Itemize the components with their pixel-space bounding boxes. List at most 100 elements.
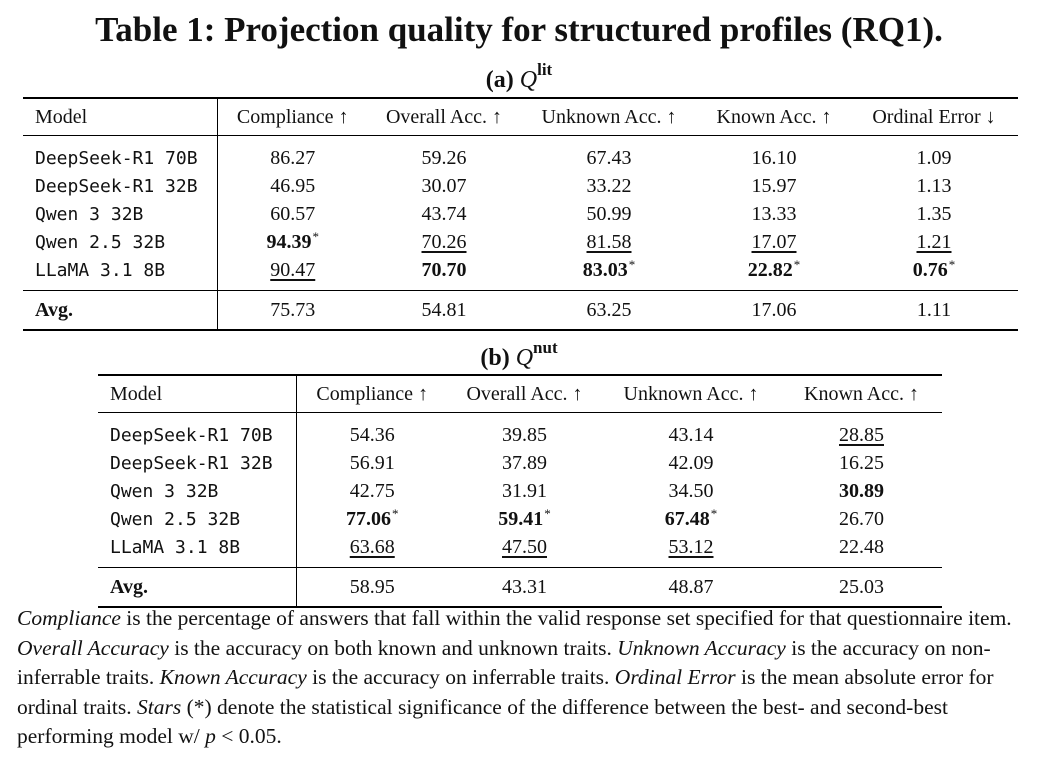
header-row: Model Compliance ↑ Overall Acc. ↑ Unknown A… xyxy=(23,97,1018,136)
table-row: DeepSeek-R1 70B 86.27 59.26 67.43 16.10 1.09 xyxy=(23,135,1018,173)
average-value: 48.87 xyxy=(601,567,781,608)
value-cell: 30.89 xyxy=(781,477,942,505)
average-row: Avg. 75.73 54.81 63.25 17.06 1.11 xyxy=(23,290,1018,331)
footnote-term: Stars xyxy=(137,694,182,719)
value-cell: 34.50 xyxy=(601,477,781,505)
value-cell: 33.22 xyxy=(520,172,698,200)
value-text: 70.70 xyxy=(421,258,467,281)
value-cell: 1.09 xyxy=(850,136,1018,173)
value-cell: 22.48 xyxy=(781,533,942,568)
caption-prefix: (b) xyxy=(480,345,516,371)
value-text: 70.26 xyxy=(421,230,467,253)
subtable-a-caption: (a) Qlit xyxy=(0,58,1038,95)
value-cell: 54.36 xyxy=(296,413,448,450)
caption-prefix: (a) xyxy=(485,67,520,93)
value-text: 30.07 xyxy=(421,174,467,197)
value-cell: 47.50 xyxy=(448,533,601,568)
results-table-lit: Model Compliance ↑ Overall Acc. ↑ Unknown A… xyxy=(23,97,1018,331)
value-text: 43.74 xyxy=(421,202,467,225)
value-text: 47.50 xyxy=(502,535,547,558)
column-header: Known Acc. ↑ xyxy=(781,374,942,413)
value-cell: 46.95 xyxy=(217,172,368,200)
value-text: 90.47 xyxy=(270,258,316,281)
value-cell: 16.25 xyxy=(781,449,942,477)
table-body: DeepSeek-R1 70B 86.27 59.26 67.43 16.10 1.09 D… xyxy=(23,135,1018,331)
table-header: Model Compliance ↑ Overall Acc. ↑ Unknown A… xyxy=(23,97,1018,136)
model-name-cell: DeepSeek-R1 32B xyxy=(23,172,218,200)
column-header: Unknown Acc. ↑ xyxy=(601,374,781,413)
value-cell: 28.85 xyxy=(781,413,942,450)
model-name-cell: Qwen 2.5 32B xyxy=(98,505,297,533)
footnote-text: (*) denote the statistical significance … xyxy=(17,694,948,749)
value-cell: 43.14 xyxy=(601,413,781,450)
footnote-term: Compliance xyxy=(17,606,121,630)
value-text: 37.89 xyxy=(502,451,547,474)
footnote-term: p xyxy=(205,724,216,748)
value-text: 83.03 xyxy=(582,258,628,281)
results-table-nut: Model Compliance ↑ Overall Acc. ↑ Unknown A… xyxy=(98,374,942,608)
average-label: Avg. xyxy=(23,290,218,331)
value-cell: 60.57 xyxy=(217,200,368,228)
value-text: 1.09 xyxy=(916,146,952,169)
footnote-term: Unknown Accuracy xyxy=(617,635,786,660)
footnote-text: is the accuracy on non-inferrable traits… xyxy=(17,635,991,690)
average-value: 63.25 xyxy=(520,290,698,331)
value-cell: 59.41* xyxy=(448,505,601,533)
value-text: 33.22 xyxy=(586,174,632,197)
average-value: 1.11 xyxy=(850,290,1018,331)
value-text: 1.13 xyxy=(916,174,952,197)
value-text: 53.12 xyxy=(668,535,714,558)
average-value: 54.81 xyxy=(368,290,520,331)
table-row: Qwen 2.5 32B 94.39* 70.26 81.58 17.07 1.21 xyxy=(23,228,1018,256)
caption-superscript: lit xyxy=(537,60,553,79)
table-row: Qwen 3 32B 60.57 43.74 50.99 13.33 1.35 xyxy=(23,200,1018,228)
value-text: 86.27 xyxy=(270,146,316,169)
value-cell: 1.35 xyxy=(850,200,1018,228)
column-header: Overall Acc. ↑ xyxy=(368,97,520,136)
value-text: 81.58 xyxy=(586,230,632,253)
average-value: 58.95 xyxy=(296,567,448,608)
value-text: 60.57 xyxy=(270,202,316,225)
value-text: 67.48 xyxy=(664,507,710,530)
column-header: Overall Acc. ↑ xyxy=(448,374,601,413)
average-label: Avg. xyxy=(98,567,297,608)
value-cell: 0.76* xyxy=(850,256,1018,291)
table-row: DeepSeek-R1 32B 56.91 37.89 42.09 16.25 xyxy=(98,449,942,477)
value-cell: 26.70 xyxy=(781,505,942,533)
value-cell: 37.89 xyxy=(448,449,601,477)
footnote-text: is the accuracy on both known and unknow… xyxy=(168,635,618,660)
table-footnote: Compliance is the percentage of answers … xyxy=(17,604,1032,752)
value-text: 50.99 xyxy=(586,202,632,225)
value-text: 59.41 xyxy=(498,507,544,530)
value-text: 1.21 xyxy=(916,230,952,253)
value-text: 39.85 xyxy=(502,423,547,446)
value-text: 17.07 xyxy=(751,230,797,253)
value-text: 34.50 xyxy=(668,479,714,502)
column-header-model: Model xyxy=(98,374,297,413)
significance-star: * xyxy=(628,256,636,272)
value-text: 26.70 xyxy=(839,507,884,530)
caption-symbol: Q xyxy=(515,345,534,371)
table-row: DeepSeek-R1 70B 54.36 39.85 43.14 28.85 xyxy=(98,412,942,450)
model-name-cell: DeepSeek-R1 32B xyxy=(98,449,297,477)
average-value: 75.73 xyxy=(217,290,368,331)
table-row: Qwen 3 32B 42.75 31.91 34.50 30.89 xyxy=(98,477,942,505)
column-header: Unknown Acc. ↑ xyxy=(520,97,698,136)
footnote-text: is the accuracy on inferrable traits. xyxy=(306,665,615,689)
table-body: DeepSeek-R1 70B 54.36 39.85 43.14 28.85 DeepS… xyxy=(98,412,942,608)
value-text: 56.91 xyxy=(349,451,395,474)
value-cell: 81.58 xyxy=(520,228,698,256)
value-cell: 22.82* xyxy=(698,256,850,291)
value-cell: 56.91 xyxy=(296,449,448,477)
average-value: 43.31 xyxy=(448,567,601,608)
value-text: 15.97 xyxy=(751,174,797,197)
header-row: Model Compliance ↑ Overall Acc. ↑ Unknown A… xyxy=(98,374,942,413)
value-cell: 67.48* xyxy=(601,505,781,533)
model-name-cell: LLaMA 3.1 8B xyxy=(98,533,297,568)
value-cell: 86.27 xyxy=(217,136,368,173)
value-text: 94.39 xyxy=(266,230,312,253)
value-cell: 70.26 xyxy=(368,228,520,256)
value-text: 13.33 xyxy=(751,202,797,225)
value-cell: 39.85 xyxy=(448,413,601,450)
model-name-cell: DeepSeek-R1 70B xyxy=(98,412,297,449)
